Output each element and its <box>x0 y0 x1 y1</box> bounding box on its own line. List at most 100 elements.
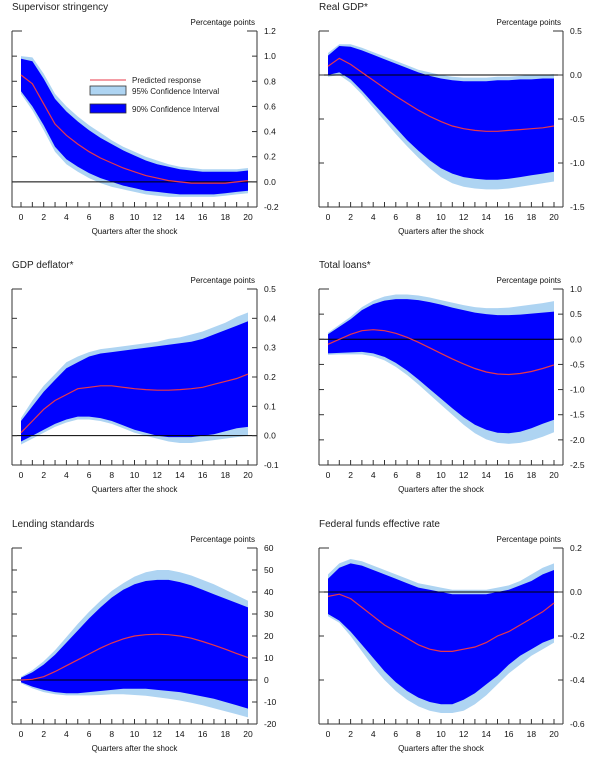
ci90-band <box>21 321 248 442</box>
y-tick-label: 0.1 <box>264 401 276 411</box>
predicted-response-line <box>20 74 249 184</box>
x-tick-label: 14 <box>175 212 185 222</box>
predicted-response-line <box>20 373 249 434</box>
x-tick-label: 18 <box>221 729 231 739</box>
y-tick-label: 0.4 <box>264 127 276 137</box>
y-tick-label: 0.2 <box>264 152 276 162</box>
y-tick-label: 0.5 <box>570 309 582 319</box>
y-tick-label: -0.6 <box>570 719 585 729</box>
legend-ci95-swatch <box>89 85 127 96</box>
y-tick-label: 60 <box>264 543 274 553</box>
y-tick-label: 1.0 <box>264 51 276 61</box>
x-tick-label: 14 <box>175 729 185 739</box>
ci90-band <box>328 563 554 705</box>
y-tick-label: 0.3 <box>264 343 276 353</box>
y-unit-label: Percentage points <box>191 18 256 27</box>
y-tick-label: 0 <box>264 675 269 685</box>
y-tick-label: -0.5 <box>570 114 585 124</box>
y-tick-label: -20 <box>264 719 277 729</box>
predicted-response-line <box>327 57 555 132</box>
x-tick-label: 18 <box>221 470 231 480</box>
x-tick-label: 10 <box>436 212 446 222</box>
x-tick-label: 2 <box>41 212 46 222</box>
legend: Predicted response 95% Confidence Interva… <box>89 76 219 114</box>
x-tick-label: 6 <box>87 470 92 480</box>
x-tick-label: 8 <box>416 212 421 222</box>
panel-title: Lending standards <box>12 519 94 530</box>
x-tick-label: 12 <box>459 212 469 222</box>
y-unit-label: Percentage points <box>191 535 256 544</box>
x-tick-label: 16 <box>198 470 208 480</box>
x-tick-label: 18 <box>527 729 537 739</box>
x-tick-label: 0 <box>19 729 24 739</box>
x-axis-label: Quarters after the shock <box>398 485 485 494</box>
ci90-band <box>21 579 248 709</box>
panel-title: Real GDP* <box>319 2 368 13</box>
x-axis-label: Quarters after the shock <box>398 227 485 236</box>
chart-panel-0: Supervisor stringency Percentage points 1.… <box>11 2 279 236</box>
y-tick-label: 50 <box>264 565 274 575</box>
x-tick-label: 12 <box>459 470 469 480</box>
x-tick-label: 20 <box>549 470 559 480</box>
x-tick-label: 10 <box>130 212 140 222</box>
y-unit-label: Percentage points <box>191 276 256 285</box>
x-tick-label: 4 <box>371 729 376 739</box>
predicted-response-line <box>327 329 555 376</box>
x-tick-label: 6 <box>393 729 398 739</box>
x-tick-label: 16 <box>504 212 514 222</box>
x-tick-label: 6 <box>393 470 398 480</box>
x-tick-label: 4 <box>371 470 376 480</box>
legend-predicted-label: Predicted response <box>132 76 201 85</box>
x-tick-label: 4 <box>371 212 376 222</box>
x-tick-label: 0 <box>326 470 331 480</box>
x-tick-label: 2 <box>348 212 353 222</box>
x-tick-label: 14 <box>481 470 491 480</box>
x-tick-label: 2 <box>348 470 353 480</box>
x-tick-label: 16 <box>504 470 514 480</box>
y-tick-label: 0.0 <box>570 70 582 80</box>
ci90-band <box>328 46 554 180</box>
x-tick-label: 2 <box>41 729 46 739</box>
ci90-band <box>21 58 248 195</box>
y-tick-label: -1.0 <box>570 385 585 395</box>
predicted-response-line <box>20 633 249 681</box>
chart-panel-1: Real GDP* Percentage points 0.5 0.0 -0.5 -1.0… <box>318 2 585 236</box>
y-tick-label: -0.1 <box>264 460 279 470</box>
y-tick-label: 0.8 <box>264 76 276 86</box>
x-tick-label: 4 <box>64 729 69 739</box>
x-tick-label: 2 <box>41 470 46 480</box>
y-tick-label: 0.6 <box>264 101 276 111</box>
x-tick-label: 6 <box>87 729 92 739</box>
x-tick-label: 0 <box>326 729 331 739</box>
x-tick-label: 10 <box>436 729 446 739</box>
y-unit-label: Percentage points <box>497 18 562 27</box>
panel-title: Supervisor stringency <box>12 2 108 13</box>
x-tick-label: 20 <box>243 470 253 480</box>
x-tick-label: 14 <box>481 729 491 739</box>
legend-ci95-label: 95% Confidence Interval <box>132 87 219 96</box>
chart-panel-5: Federal funds effective rate Percentage p… <box>318 519 585 753</box>
y-tick-label: 0.0 <box>264 177 276 187</box>
x-axis-label: Quarters after the shock <box>398 744 485 753</box>
x-tick-label: 18 <box>527 470 537 480</box>
x-tick-label: 8 <box>416 729 421 739</box>
y-tick-label: 0.4 <box>264 313 276 323</box>
x-tick-label: 4 <box>64 212 69 222</box>
y-tick-label: -10 <box>264 697 277 707</box>
y-tick-label: 1.2 <box>264 26 276 36</box>
y-tick-label: 0.0 <box>570 334 582 344</box>
x-tick-label: 8 <box>109 212 114 222</box>
x-tick-label: 20 <box>549 212 559 222</box>
x-tick-label: 18 <box>221 212 231 222</box>
x-tick-label: 2 <box>348 729 353 739</box>
panel-title: Total loans* <box>319 260 371 271</box>
x-tick-label: 10 <box>130 729 140 739</box>
chart-panel-3: Total loans* Percentage points 1.0 0.5 0.0 -0… <box>318 260 585 494</box>
x-axis-label: Quarters after the shock <box>92 485 179 494</box>
y-tick-label: -0.5 <box>570 359 585 369</box>
x-axis-label: Quarters after the shock <box>92 227 179 236</box>
y-tick-label: -0.4 <box>570 675 585 685</box>
x-tick-label: 20 <box>549 729 559 739</box>
ci90-band <box>328 299 554 434</box>
x-tick-label: 16 <box>198 729 208 739</box>
